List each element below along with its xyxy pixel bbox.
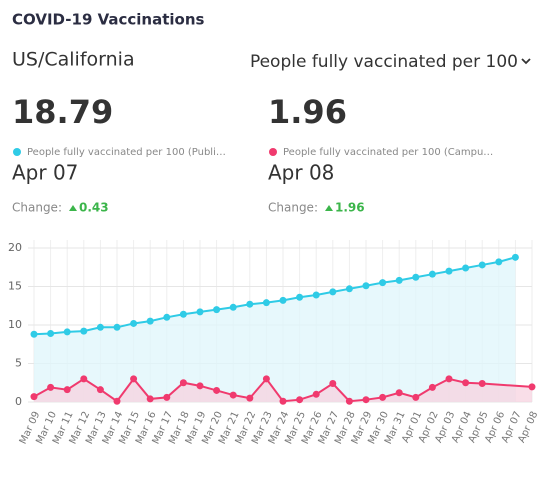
- stat-value: 1.96: [268, 93, 347, 131]
- point: [395, 276, 403, 284]
- point: [246, 394, 254, 402]
- point: [329, 380, 337, 388]
- change-value: 1.96: [335, 201, 365, 215]
- stat-value: 18.79: [12, 93, 113, 131]
- stat-date: Apr 07: [12, 161, 78, 185]
- point: [296, 396, 304, 404]
- point: [462, 379, 470, 387]
- point: [179, 379, 187, 387]
- point: [130, 375, 138, 383]
- point: [462, 264, 470, 272]
- point: [312, 390, 320, 398]
- point: [528, 383, 536, 391]
- stat-date: Apr 08: [268, 161, 334, 185]
- point: [96, 323, 104, 331]
- point: [30, 393, 38, 401]
- point: [146, 317, 154, 325]
- point: [428, 270, 436, 278]
- point: [345, 285, 353, 293]
- point: [478, 380, 486, 388]
- area: [34, 257, 516, 402]
- point: [113, 323, 121, 331]
- point: [163, 313, 171, 321]
- point: [63, 386, 71, 394]
- point: [213, 386, 221, 394]
- point: [96, 386, 104, 394]
- legend-label: People fully vaccinated per 100 (Publi…: [27, 147, 226, 158]
- point: [445, 267, 453, 275]
- title: COVID-19 Vaccinations: [12, 11, 205, 29]
- point: [163, 393, 171, 401]
- point: [146, 395, 154, 403]
- point: [246, 300, 254, 308]
- point: [196, 382, 204, 390]
- point: [362, 396, 370, 404]
- dropdown-chevron[interactable]: [521, 58, 531, 65]
- location[interactable]: US/California: [12, 49, 135, 71]
- point: [30, 330, 38, 338]
- point: [196, 308, 204, 316]
- point: [412, 273, 420, 281]
- y-tick-label: 15: [8, 280, 22, 293]
- point: [428, 383, 436, 391]
- change-value: 0.43: [79, 201, 109, 215]
- y-tick-label: 10: [8, 318, 22, 331]
- legend-label: People fully vaccinated per 100 (Campu…: [283, 147, 493, 158]
- point: [213, 306, 221, 314]
- change-label: Change:: [12, 201, 62, 215]
- point: [47, 383, 55, 391]
- point: [379, 279, 387, 287]
- point: [130, 319, 138, 327]
- point: [511, 253, 519, 261]
- point: [80, 375, 88, 383]
- up-arrow: [69, 205, 77, 211]
- point: [262, 299, 270, 307]
- point: [495, 258, 503, 266]
- point: [80, 327, 88, 335]
- point: [362, 282, 370, 290]
- y-tick-label: 0: [15, 395, 22, 408]
- point: [312, 291, 320, 299]
- point: [47, 329, 55, 337]
- point: [113, 397, 121, 405]
- point: [279, 397, 287, 405]
- change-label: Change:: [268, 201, 318, 215]
- point: [395, 389, 403, 397]
- point: [229, 391, 237, 399]
- metric-dropdown[interactable]: People fully vaccinated per 100: [250, 52, 518, 72]
- point: [63, 328, 71, 336]
- area: [34, 378, 532, 402]
- y-tick-label: 20: [8, 241, 22, 254]
- y-tick-label: 5: [15, 357, 22, 370]
- up-arrow: [325, 205, 333, 211]
- point: [179, 310, 187, 318]
- point: [262, 375, 270, 383]
- point: [478, 261, 486, 269]
- point: [329, 288, 337, 296]
- point: [445, 375, 453, 383]
- point: [229, 303, 237, 311]
- point: [379, 393, 387, 401]
- point: [279, 296, 287, 304]
- point: [345, 397, 353, 405]
- point: [412, 393, 420, 401]
- point: [296, 293, 304, 301]
- legend-dot: [13, 148, 21, 156]
- legend-dot: [269, 148, 277, 156]
